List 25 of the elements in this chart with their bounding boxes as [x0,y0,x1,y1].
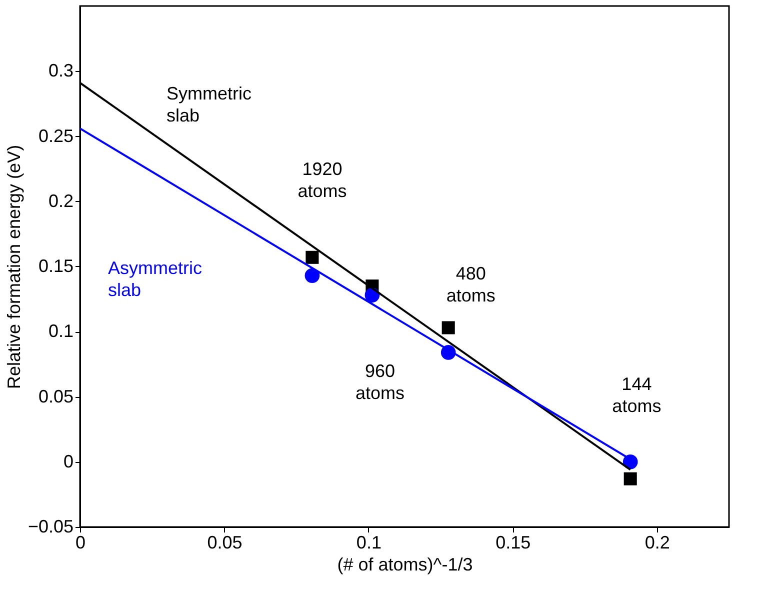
x-tick-label: 0 [75,532,86,552]
point [304,268,320,284]
series-label: Symmetric slab [166,84,252,126]
text: Asymmetric slab [108,258,202,300]
y-tick-label: 0.2 [48,190,74,211]
x-tick-label: 0.15 [496,532,531,552]
y-tick-label: 0.05 [38,386,74,406]
x-tick-label: 0.05 [207,532,242,552]
annotation: 480 atoms [446,263,496,306]
point [306,250,319,264]
annotation: 960 atoms [355,361,404,404]
y-tick-label: 0.1 [48,321,74,342]
annotation: 1920 atoms [298,159,347,202]
x-tick-label: 0.2 [644,532,670,552]
point [624,472,637,486]
point [442,321,455,334]
x-axis-title: (# of atoms)^-1/3 [337,554,473,574]
y-tick-label: −0.05 [28,516,74,536]
y-axis-title: Relative formation energy (eV) [4,144,24,390]
y-tick-label: 0 [63,451,74,472]
y-tick-label: 0.15 [38,256,74,276]
annotation: 144 atoms [612,374,662,416]
x-tick-label: 0.1 [356,532,382,552]
y-tick-label: 0.3 [48,60,74,81]
y-tick-label: 0.25 [38,126,74,146]
